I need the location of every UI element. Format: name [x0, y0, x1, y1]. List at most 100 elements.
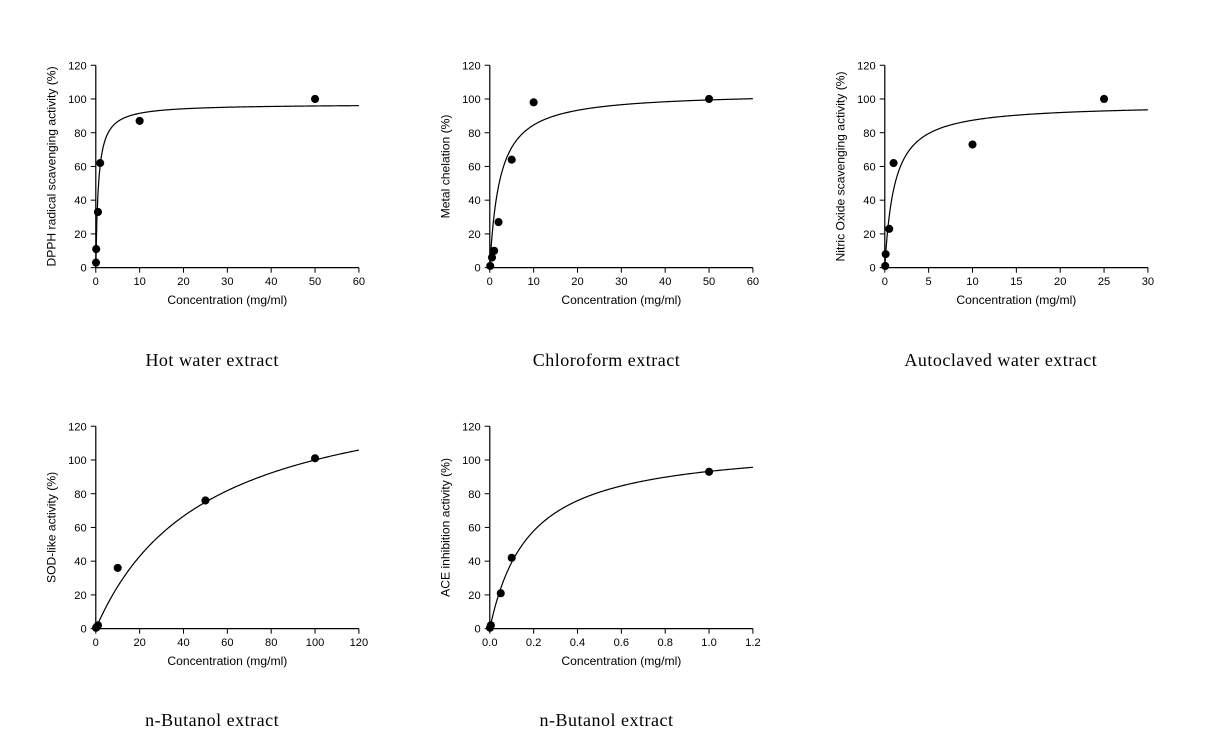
svg-text:120: 120 [857, 60, 876, 72]
svg-text:0: 0 [475, 623, 481, 635]
data-point [530, 98, 538, 106]
svg-text:100: 100 [306, 636, 325, 648]
data-point [885, 225, 893, 233]
svg-text:80: 80 [74, 488, 86, 500]
chart-sod: 020406080100120020406080100120Concentrat… [30, 406, 394, 679]
svg-text:20: 20 [133, 636, 145, 648]
svg-text:100: 100 [68, 94, 87, 106]
data-point [495, 218, 503, 226]
fit-curve [884, 110, 1147, 268]
svg-text:0.2: 0.2 [526, 636, 541, 648]
svg-text:100: 100 [462, 455, 481, 467]
svg-text:120: 120 [68, 421, 87, 433]
svg-text:20: 20 [469, 229, 481, 241]
svg-text:0.6: 0.6 [614, 636, 629, 648]
svg-text:0: 0 [93, 276, 99, 288]
fit-curve [96, 450, 359, 629]
chart-dpph: 0102030405060020406080100120Concentratio… [30, 45, 394, 318]
svg-text:60: 60 [74, 162, 86, 174]
svg-text:20: 20 [74, 229, 86, 241]
svg-text:50: 50 [703, 276, 715, 288]
svg-text:20: 20 [469, 590, 481, 602]
svg-text:20: 20 [572, 276, 584, 288]
svg-text:120: 120 [462, 60, 481, 72]
svg-text:80: 80 [863, 128, 875, 140]
chart-wrap: 051015202530020406080100120Concentration… [819, 20, 1183, 344]
svg-text:25: 25 [1098, 276, 1110, 288]
svg-text:40: 40 [74, 195, 86, 207]
chart-panel-grid: { "layout": { "cols": 3, "rows": 2, "svg… [0, 0, 1213, 751]
svg-text:0: 0 [80, 263, 86, 275]
svg-text:5: 5 [925, 276, 931, 288]
svg-text:60: 60 [469, 522, 481, 534]
chart-caption: Hot water extract [145, 350, 278, 371]
svg-text:40: 40 [74, 556, 86, 568]
svg-text:30: 30 [615, 276, 627, 288]
svg-text:10: 10 [133, 276, 145, 288]
chart-cell: 0102030405060020406080100120Concentratio… [424, 20, 788, 371]
svg-text:0: 0 [869, 263, 875, 275]
svg-text:30: 30 [1141, 276, 1153, 288]
data-point [201, 496, 209, 504]
svg-text:80: 80 [469, 488, 481, 500]
svg-text:10: 10 [528, 276, 540, 288]
chart-caption: n-Butanol extract [145, 710, 279, 731]
data-point [968, 141, 976, 149]
svg-text:40: 40 [469, 556, 481, 568]
svg-text:80: 80 [265, 636, 277, 648]
chart-cell [819, 381, 1183, 732]
svg-text:40: 40 [177, 636, 189, 648]
data-point [889, 159, 897, 167]
svg-text:0.0: 0.0 [482, 636, 497, 648]
data-point [508, 553, 516, 561]
svg-text:60: 60 [221, 636, 233, 648]
svg-text:40: 40 [469, 195, 481, 207]
data-point [92, 259, 100, 267]
fit-curve [490, 467, 753, 628]
data-point [1100, 95, 1108, 103]
data-point [490, 247, 498, 255]
svg-text:100: 100 [462, 94, 481, 106]
svg-text:20: 20 [1054, 276, 1066, 288]
svg-text:60: 60 [863, 162, 875, 174]
svg-text:100: 100 [68, 455, 87, 467]
fit-curve [490, 99, 753, 268]
svg-text:40: 40 [659, 276, 671, 288]
svg-text:0: 0 [93, 636, 99, 648]
chart-cell: 0.00.20.40.60.81.01.2020406080100120Conc… [424, 381, 788, 732]
svg-text:0: 0 [475, 263, 481, 275]
x-axis-label: Concentration (mg/ml) [562, 654, 682, 668]
chart-metal: 0102030405060020406080100120Concentratio… [424, 45, 788, 318]
data-point [487, 621, 495, 629]
x-axis-label: Concentration (mg/ml) [167, 654, 287, 668]
svg-text:20: 20 [863, 229, 875, 241]
data-point [114, 563, 122, 571]
chart-caption: n-Butanol extract [540, 710, 674, 731]
svg-text:0.8: 0.8 [658, 636, 673, 648]
data-point [881, 262, 889, 270]
y-axis-label: Nitric Oxide scavenging activity (%) [833, 72, 847, 262]
svg-text:20: 20 [177, 276, 189, 288]
data-point [311, 454, 319, 462]
svg-text:50: 50 [309, 276, 321, 288]
x-axis-label: Concentration (mg/ml) [167, 293, 287, 307]
data-point [136, 117, 144, 125]
svg-text:0: 0 [80, 623, 86, 635]
x-axis-label: Concentration (mg/ml) [562, 293, 682, 307]
chart-cell: 0102030405060020406080100120Concentratio… [30, 20, 394, 371]
data-point [487, 262, 495, 270]
svg-text:120: 120 [68, 60, 87, 72]
data-point [92, 245, 100, 253]
data-point [705, 95, 713, 103]
svg-text:120: 120 [350, 636, 369, 648]
chart-caption: Chloroform extract [533, 350, 680, 371]
svg-text:100: 100 [857, 94, 876, 106]
chart-wrap: 020406080100120020406080100120Concentrat… [30, 381, 394, 705]
svg-text:1.2: 1.2 [745, 636, 760, 648]
svg-text:60: 60 [353, 276, 365, 288]
data-point [881, 250, 889, 258]
svg-text:0: 0 [881, 276, 887, 288]
chart-cell: 051015202530020406080100120Concentration… [819, 20, 1183, 371]
svg-text:80: 80 [74, 128, 86, 140]
svg-text:0: 0 [487, 276, 493, 288]
